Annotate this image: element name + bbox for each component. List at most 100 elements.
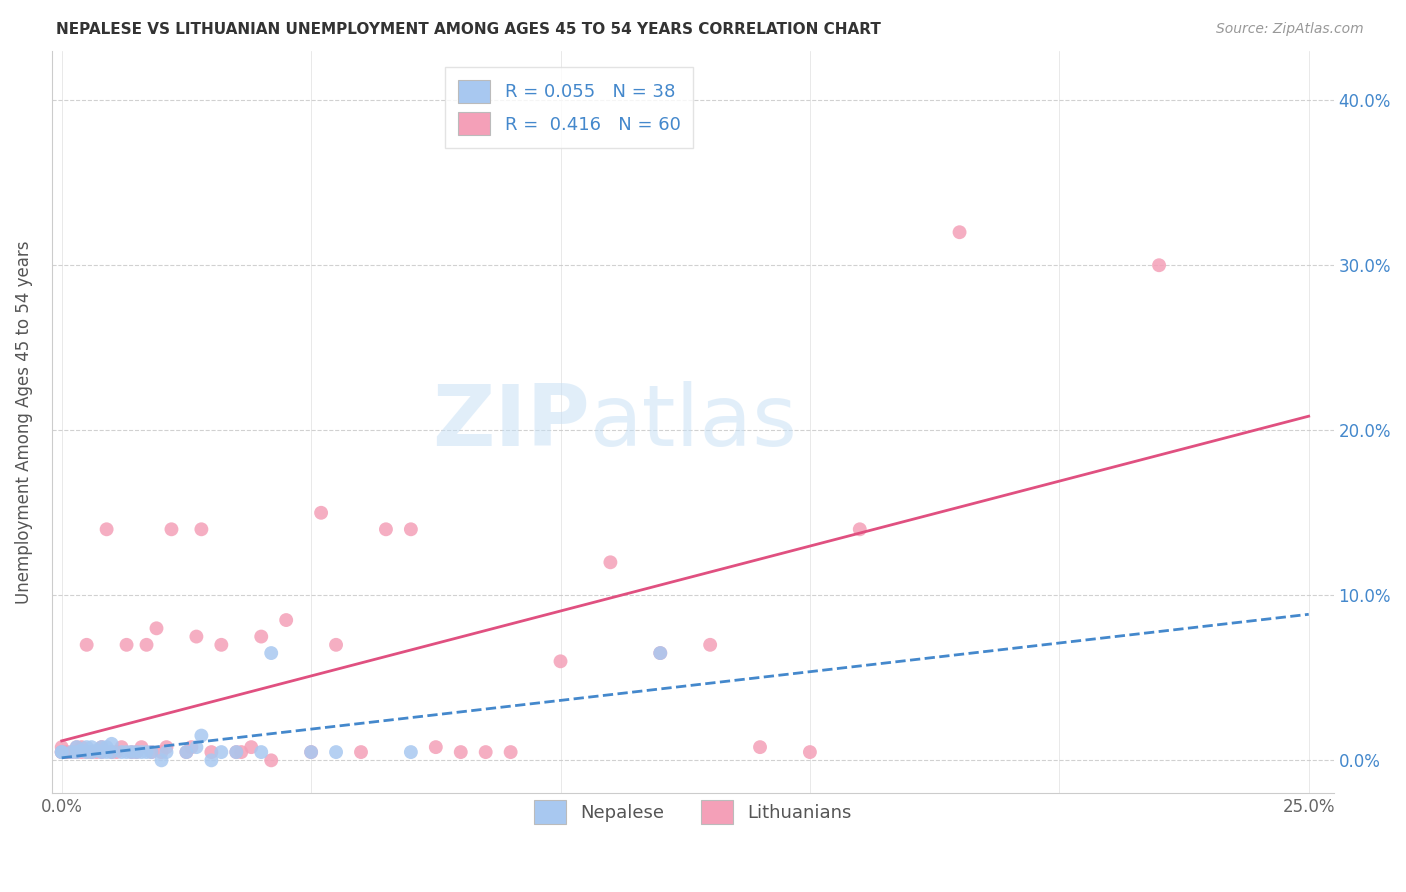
Point — [299, 745, 322, 759]
Point — [66, 740, 89, 755]
Point — [51, 745, 73, 759]
Point — [90, 740, 112, 755]
Point — [70, 745, 93, 759]
Point — [225, 745, 247, 759]
Text: Source: ZipAtlas.com: Source: ZipAtlas.com — [1216, 22, 1364, 37]
Point — [66, 745, 89, 759]
Point — [160, 522, 183, 536]
Point — [141, 745, 163, 759]
Point — [240, 740, 263, 755]
Point — [1147, 258, 1170, 272]
Point — [155, 745, 177, 759]
Point — [105, 745, 128, 759]
Point — [399, 522, 422, 536]
Point — [125, 745, 148, 759]
Text: NEPALESE VS LITHUANIAN UNEMPLOYMENT AMONG AGES 45 TO 54 YEARS CORRELATION CHART: NEPALESE VS LITHUANIAN UNEMPLOYMENT AMON… — [56, 22, 882, 37]
Text: ZIP: ZIP — [433, 381, 591, 464]
Point — [55, 745, 77, 759]
Point — [150, 745, 173, 759]
Point — [550, 654, 572, 668]
Point — [176, 745, 198, 759]
Point — [325, 638, 347, 652]
Point — [121, 745, 143, 759]
Point — [70, 740, 93, 755]
Point — [141, 745, 163, 759]
Point — [115, 638, 138, 652]
Point — [299, 745, 322, 759]
Point — [100, 737, 122, 751]
Point — [155, 740, 177, 755]
Point — [176, 745, 198, 759]
Point — [80, 740, 103, 755]
Point — [76, 638, 98, 652]
Point — [260, 646, 283, 660]
Point — [190, 522, 212, 536]
Point — [125, 745, 148, 759]
Point — [90, 745, 112, 759]
Point — [66, 740, 89, 755]
Point — [90, 745, 112, 759]
Point — [225, 745, 247, 759]
Point — [100, 745, 122, 759]
Point — [699, 638, 721, 652]
Point — [250, 630, 273, 644]
Point — [80, 745, 103, 759]
Point — [76, 740, 98, 755]
Point — [260, 753, 283, 767]
Point — [474, 745, 496, 759]
Point — [150, 753, 173, 767]
Y-axis label: Unemployment Among Ages 45 to 54 years: Unemployment Among Ages 45 to 54 years — [15, 240, 32, 604]
Point — [145, 621, 167, 635]
Point — [70, 743, 93, 757]
Point — [749, 740, 772, 755]
Point — [66, 745, 89, 759]
Point — [200, 753, 222, 767]
Point — [276, 613, 298, 627]
Point — [399, 745, 422, 759]
Point — [450, 745, 472, 759]
Point — [250, 745, 273, 759]
Point — [425, 740, 447, 755]
Point — [100, 745, 122, 759]
Point — [86, 743, 108, 757]
Point — [51, 745, 73, 759]
Point — [499, 745, 522, 759]
Point — [190, 729, 212, 743]
Point — [209, 638, 232, 652]
Point — [599, 555, 621, 569]
Point — [80, 745, 103, 759]
Point — [51, 740, 73, 755]
Legend: Nepalese, Lithuanians: Nepalese, Lithuanians — [520, 788, 865, 837]
Point — [121, 745, 143, 759]
Point — [650, 646, 672, 660]
Text: atlas: atlas — [591, 381, 799, 464]
Point — [76, 745, 98, 759]
Point — [849, 522, 872, 536]
Point — [350, 745, 373, 759]
Point — [60, 745, 83, 759]
Point — [135, 638, 157, 652]
Point — [76, 745, 98, 759]
Point — [200, 745, 222, 759]
Point — [209, 745, 232, 759]
Point — [110, 740, 132, 755]
Point — [799, 745, 821, 759]
Point — [115, 745, 138, 759]
Point — [186, 740, 208, 755]
Point — [96, 745, 118, 759]
Point — [325, 745, 347, 759]
Point — [231, 745, 253, 759]
Point — [135, 745, 157, 759]
Point — [131, 740, 153, 755]
Point — [110, 745, 132, 759]
Point — [60, 745, 83, 759]
Point — [90, 740, 112, 755]
Point — [309, 506, 332, 520]
Point — [51, 745, 73, 759]
Point — [374, 522, 396, 536]
Point — [180, 740, 202, 755]
Point — [186, 630, 208, 644]
Point — [131, 745, 153, 759]
Point — [948, 225, 970, 239]
Point — [51, 745, 73, 759]
